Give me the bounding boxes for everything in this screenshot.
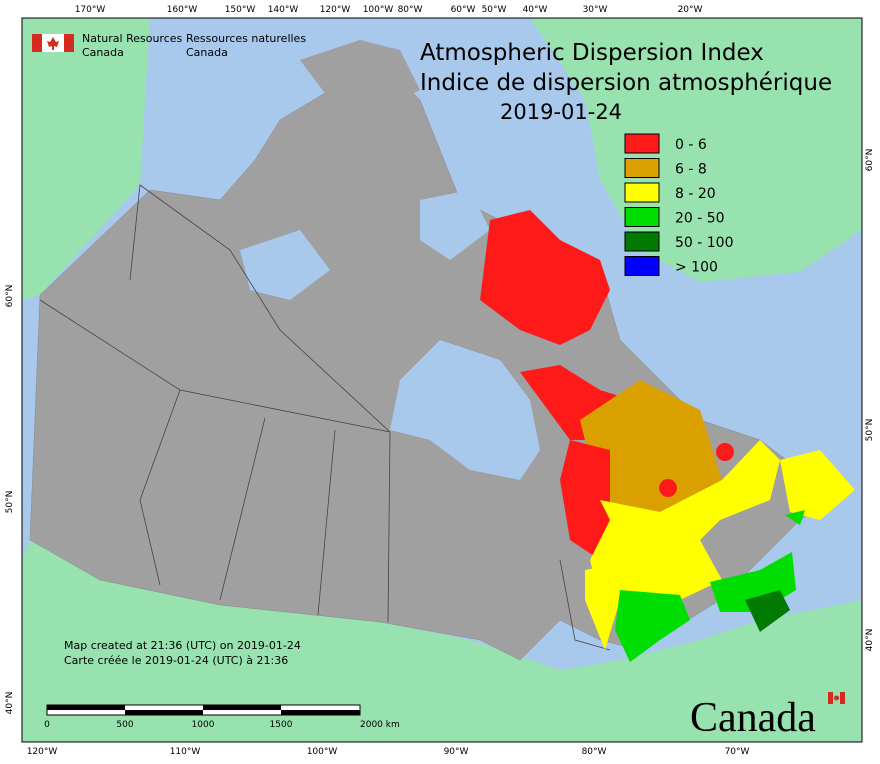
- graticule-label: 40°N: [5, 692, 15, 715]
- legend-label: 50 - 100: [675, 235, 734, 251]
- agency-en: Canada: [82, 46, 124, 59]
- legend-swatch: [624, 256, 660, 276]
- note: Map created at 21:36 (UTC) on 2019-01-24: [64, 639, 301, 652]
- map-frame: [21, 17, 863, 743]
- graticule-labels: 170°W 160°W 150°W 140°W 120°W 100°W 80°W 60°W 50…: [5, 5, 875, 757]
- graticule-label: 100°W: [307, 747, 338, 757]
- legend-label: 20 - 50: [675, 211, 725, 227]
- graticule-label: 150°W: [225, 5, 256, 15]
- note: Carte créée le 2019-01-24 (UTC) à 21:36: [64, 654, 288, 667]
- graticule-label: 160°W: [167, 5, 198, 15]
- legend-label: 8 - 20: [675, 186, 716, 202]
- scale-labels: 0 500 1000 1500 2000 km: [44, 720, 400, 730]
- graticule-label: 70°W: [725, 747, 750, 757]
- graticule-label: 80°W: [398, 5, 423, 15]
- graticule-label: 50°N: [865, 419, 875, 442]
- title: Atmospheric Dispersion Index: [420, 40, 764, 66]
- flag: [32, 34, 74, 52]
- graticule-label: 80°W: [582, 747, 607, 757]
- agency-en: Natural Resources: [82, 32, 183, 45]
- legend-label: 0 - 6: [675, 137, 707, 153]
- agency-fr: Canada: [186, 46, 228, 59]
- wordmark: Canada: [690, 695, 816, 741]
- graticule-label: 20°W: [678, 5, 703, 15]
- graticule-label: 40°N: [865, 629, 875, 652]
- legend-label: 6 - 8: [675, 162, 707, 178]
- graticule-label: 30°W: [583, 5, 608, 15]
- title: Indice de dispersion atmosphérique: [420, 70, 832, 96]
- graticule-label: 100°W: [363, 5, 394, 15]
- scale-label: 1000: [192, 720, 215, 730]
- scale-label: 2000 km: [360, 720, 400, 730]
- graticule-label: 140°W: [268, 5, 299, 15]
- graticule-label: 90°W: [444, 747, 469, 757]
- date: 2019-01-24: [500, 100, 622, 124]
- graticule-label: 50°N: [5, 491, 15, 514]
- legend-swatch: [624, 158, 660, 178]
- graticule-label: 120°W: [320, 5, 351, 15]
- legend-swatch: [624, 133, 660, 154]
- graticule-label: 60°N: [865, 149, 875, 172]
- graticule-label: 170°W: [75, 5, 106, 15]
- agency-fr: Ressources naturelles: [186, 32, 306, 45]
- graticule-label: 120°W: [27, 747, 58, 757]
- legend-swatch: [624, 207, 660, 227]
- wordmark-flag: [828, 692, 845, 704]
- legend-swatch: [624, 182, 660, 203]
- legend: 0 - 6 6 - 8 8 - 20 20 - 50 50 - 100 > 100: [624, 133, 734, 276]
- graticule-label: 50°W: [482, 5, 507, 15]
- graticule-label: 60°W: [451, 5, 476, 15]
- graticule-label: 110°W: [170, 747, 201, 757]
- graticule-label: 40°W: [523, 5, 548, 15]
- basemap: [22, 18, 862, 742]
- scale-label: 500: [116, 720, 133, 730]
- scale-label: 1500: [270, 720, 293, 730]
- index-areas: [480, 210, 855, 662]
- graticule-label: 60°N: [5, 285, 15, 308]
- scale-label: 0: [44, 720, 50, 730]
- legend-swatch: [624, 231, 660, 252]
- legend-label: > 100: [675, 260, 718, 276]
- scale-bar: [46, 704, 361, 716]
